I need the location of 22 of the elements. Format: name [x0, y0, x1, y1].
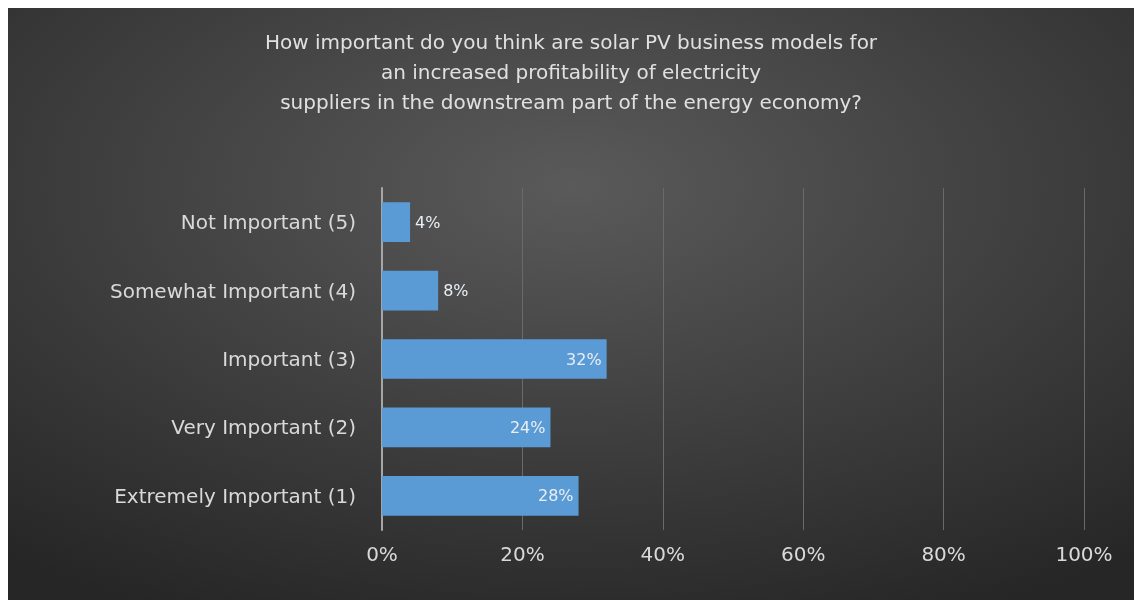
- y-tick-label: Extremely Important (1): [114, 483, 356, 508]
- x-tick-label: 80%: [921, 542, 966, 566]
- chart-title: How important do you think are solar PV business models for an increased profitability of electricity suppliers in the downstream part of the energy economy?: [264, 30, 878, 114]
- bar: [382, 407, 551, 448]
- bar: [382, 270, 439, 311]
- data-label: 24%: [509, 417, 546, 437]
- bar: [382, 202, 411, 243]
- y-tick-label: Very Important (2): [171, 415, 356, 440]
- bar: [382, 339, 607, 379]
- x-tick-label: 20%: [500, 542, 545, 566]
- x-tick-label: 100%: [1055, 542, 1113, 566]
- data-label: 28%: [538, 486, 574, 506]
- y-tick-label: Not Important (5): [180, 210, 356, 235]
- data-label: 8%: [443, 281, 469, 301]
- y-tick-label: Important (3): [222, 347, 356, 371]
- bar: [382, 475, 579, 516]
- data-label: 32%: [566, 349, 602, 369]
- x-tick-label: 40%: [640, 542, 686, 566]
- y-tick-label: Somewhat Important (4): [109, 278, 356, 303]
- x-tick-label: 0%: [366, 542, 398, 566]
- x-tick-label: 60%: [780, 542, 826, 566]
- data-label: 4%: [415, 212, 441, 232]
